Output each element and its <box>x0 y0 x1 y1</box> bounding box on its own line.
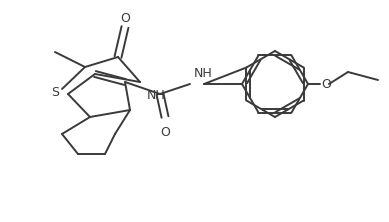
Text: NH: NH <box>147 89 166 102</box>
Text: S: S <box>51 85 59 99</box>
Text: O: O <box>120 12 130 24</box>
Text: O: O <box>321 77 331 91</box>
Text: O: O <box>160 126 170 139</box>
Text: NH: NH <box>194 67 213 80</box>
